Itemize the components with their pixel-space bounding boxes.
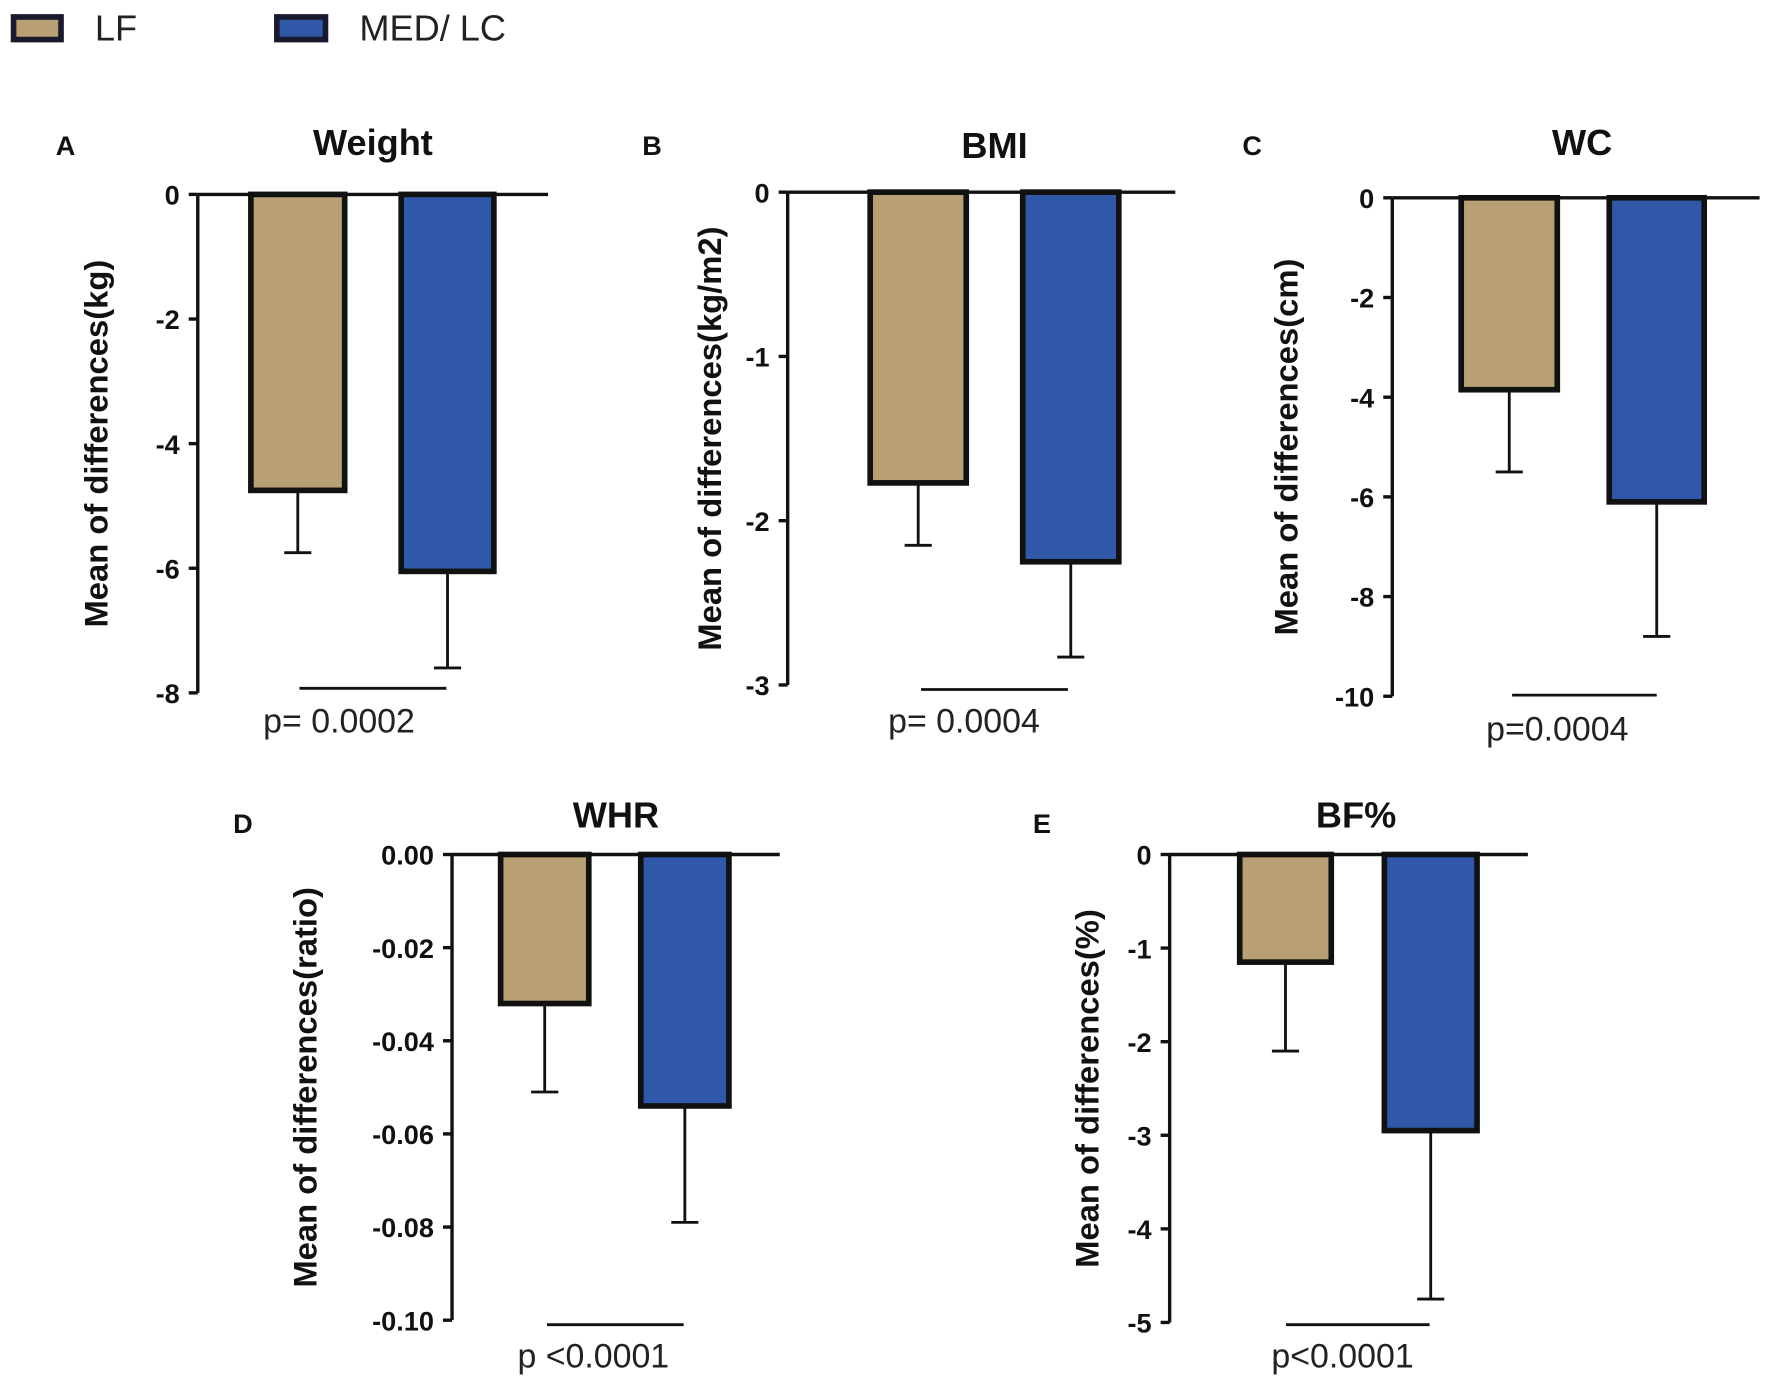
legend-swatch-med-lc <box>274 14 329 43</box>
panel-e: E BF% Mean of differences(%) 0 -1 -2 -3 -4 -5 p<0… <box>1033 794 1528 1376</box>
y-tick-label: -6 <box>1350 482 1374 513</box>
legend-label-med-lc: MED/ LC <box>359 8 506 49</box>
bar-med-lc <box>1606 194 1708 505</box>
chart-title: BF% <box>1316 794 1396 835</box>
y-axis-label: Mean of differences(kg) <box>77 260 114 628</box>
chart-title: BMI <box>961 125 1027 166</box>
y-tick-label: 0.00 <box>381 840 434 871</box>
y-tick-label: -4 <box>1127 1214 1151 1245</box>
p-value: p=0.0004 <box>1486 710 1628 748</box>
p-value: p<0.0001 <box>1271 1338 1413 1376</box>
bar-med-lc <box>637 851 732 1109</box>
bar-med-lc <box>1019 189 1122 565</box>
y-tick-label: -6 <box>156 553 180 584</box>
panel-d: D WHR Mean of differences(ratio) 0.00 -0.02 -… <box>233 794 780 1376</box>
y-tick-label: 0 <box>1136 840 1151 871</box>
y-axis-label: Mean of differences(ratio) <box>286 887 323 1288</box>
y-tick-label: -2 <box>1127 1027 1151 1058</box>
y-tick-label: 0 <box>1359 183 1374 214</box>
y-tick-label: -0.06 <box>372 1119 434 1150</box>
y-tick-label: -0.10 <box>372 1305 434 1336</box>
panel-letter: B <box>642 130 662 161</box>
y-tick-label: -2 <box>745 506 769 537</box>
y-axis-label: Mean of differences(cm) <box>1267 259 1304 636</box>
panel-letter: C <box>1242 130 1262 161</box>
y-tick-label: -2 <box>156 304 180 335</box>
bar-med-lc <box>398 191 497 575</box>
p-value: p= 0.0002 <box>263 702 415 740</box>
y-tick-label: -2 <box>1350 283 1374 314</box>
y-tick-label: -3 <box>1127 1120 1151 1151</box>
bar-lf <box>1236 851 1335 965</box>
bar-lf <box>248 191 348 494</box>
y-tick-label: -1 <box>745 342 769 373</box>
y-tick-label: 0 <box>165 180 180 211</box>
p-value: p <0.0001 <box>517 1338 669 1376</box>
y-tick-label: -10 <box>1335 681 1374 712</box>
legend-label-lf: LF <box>95 8 137 49</box>
panel-b: B BMI Mean of differences(kg/m2) 0 -1 -2 -3 p= … <box>642 125 1176 740</box>
y-tick-label: -5 <box>1127 1308 1151 1339</box>
y-tick-label: -4 <box>1350 382 1374 413</box>
y-axis-label: Mean of differences(%) <box>1068 909 1105 1268</box>
bar-lf <box>867 189 970 486</box>
y-tick-label: -3 <box>745 670 769 701</box>
panel-a: A Weight Mean of differences(kg) 0 -2 -4 -6 -8 p… <box>56 122 549 740</box>
bar-lf <box>497 851 592 1007</box>
y-tick-label: -8 <box>1350 582 1374 613</box>
panel-letter: E <box>1033 808 1051 839</box>
panel-letter: A <box>56 130 76 161</box>
chart-title: WHR <box>573 794 659 835</box>
chart-title: Weight <box>313 122 433 163</box>
y-tick-label: -0.04 <box>372 1026 434 1057</box>
y-tick-label: -0.02 <box>372 933 434 964</box>
panel-c: C WC Mean of differences(cm) 0 -2 -4 -6 -8 -10 p=… <box>1242 122 1760 748</box>
y-tick-label: -1 <box>1127 933 1151 964</box>
legend: LF MED/ LC <box>10 8 506 49</box>
y-tick-label: -4 <box>156 429 180 460</box>
bar-lf <box>1458 194 1561 393</box>
legend-swatch-lf <box>10 14 64 43</box>
y-tick-label: 0 <box>755 177 770 208</box>
panel-letter: D <box>233 808 253 839</box>
y-axis-label: Mean of differences(kg/m2) <box>691 226 728 650</box>
y-tick-label: -8 <box>156 678 180 709</box>
y-tick-label: -0.08 <box>372 1212 434 1243</box>
bar-med-lc <box>1381 851 1480 1134</box>
chart-title: WC <box>1552 122 1612 163</box>
p-value: p= 0.0004 <box>888 702 1040 740</box>
